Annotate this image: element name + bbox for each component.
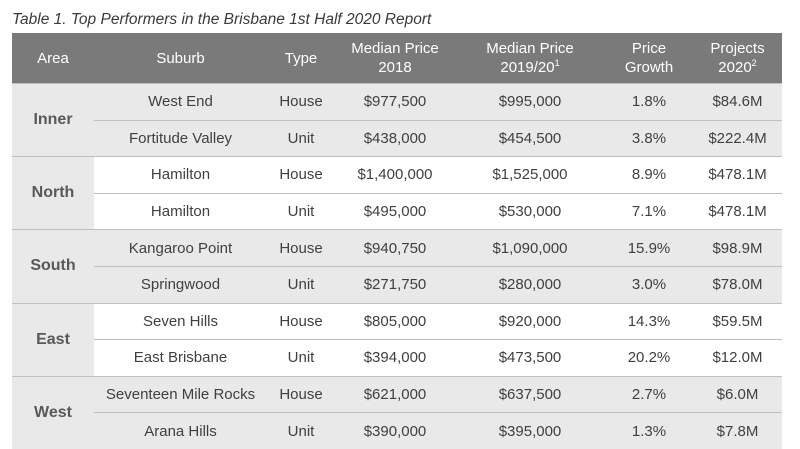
table-row: East Brisbane Unit $394,000 $473,500 20.2% $1… bbox=[12, 339, 782, 377]
header-projects-2020: Projects 20202 bbox=[693, 33, 782, 84]
header-suburb: Suburb bbox=[94, 33, 267, 84]
header-growth-line1: Price bbox=[631, 40, 667, 57]
type-cell: House bbox=[267, 302, 335, 340]
growth-cell: 7.1% bbox=[605, 192, 693, 230]
projects-cell: $222.4M bbox=[693, 119, 782, 157]
table-row: Arana Hills Unit $390,000 $395,000 1.3% $7.8M bbox=[12, 412, 782, 449]
header-price-growth: Price Growth bbox=[605, 33, 693, 84]
top-performers-table: Area Suburb Type Median Price 2018 Media… bbox=[12, 33, 782, 449]
projects-cell: $6.0M bbox=[693, 375, 782, 413]
header-median-2018-line1: Median Price bbox=[351, 40, 439, 57]
median-2018-cell: $438,000 bbox=[335, 119, 455, 157]
median-2018-cell: $805,000 bbox=[335, 302, 455, 340]
table-row: West Seventeen Mile Rocks House $621,000 $63… bbox=[12, 375, 782, 449]
median-2019-cell: $530,000 bbox=[455, 192, 605, 230]
projects-cell: $84.6M bbox=[693, 83, 782, 121]
median-2019-cell: $1,525,000 bbox=[455, 156, 605, 194]
area-cell: North bbox=[12, 156, 94, 230]
suburb-cell: Kangaroo Point bbox=[94, 229, 267, 267]
median-2019-cell: $473,500 bbox=[455, 339, 605, 377]
projects-cell: $478.1M bbox=[693, 192, 782, 230]
table-row: South Kangaroo Point House $940,750 $1,090,0… bbox=[12, 229, 782, 304]
median-2018-cell: $271,750 bbox=[335, 265, 455, 304]
table-row: Fortitude Valley Unit $438,000 $454,500 3.8%… bbox=[12, 119, 782, 157]
table-header: Area Suburb Type Median Price 2018 Media… bbox=[12, 33, 782, 84]
table-row: East Seven Hills House $805,000 $920,000 14.3… bbox=[12, 302, 782, 377]
table-body: Inner West End House $977,500 $995,000 1.8% $8… bbox=[12, 82, 782, 449]
table-row: Inner West End House $977,500 $995,000 1.8% $8… bbox=[12, 82, 782, 157]
header-median-2018-line2: 2018 bbox=[378, 59, 412, 76]
projects-cell: $12.0M bbox=[693, 339, 782, 377]
growth-cell: 2.7% bbox=[605, 375, 693, 413]
median-2019-cell: $920,000 bbox=[455, 302, 605, 340]
suburb-cell: Hamilton bbox=[94, 156, 267, 194]
median-2018-cell: $394,000 bbox=[335, 339, 455, 377]
header-growth-line2: Growth bbox=[624, 59, 674, 76]
growth-cell: 1.3% bbox=[605, 412, 693, 449]
suburb-cell: Arana Hills bbox=[94, 412, 267, 449]
suburb-cell: Fortitude Valley bbox=[94, 119, 267, 157]
table-row: North Hamilton House $1,400,000 $1,525,000 8.… bbox=[12, 156, 782, 230]
type-cell: Unit bbox=[267, 412, 335, 449]
type-cell: House bbox=[267, 229, 335, 267]
median-2018-cell: $940,750 bbox=[335, 229, 455, 267]
median-2019-cell: $995,000 bbox=[455, 83, 605, 121]
median-2018-cell: $390,000 bbox=[335, 412, 455, 449]
header-median-2018: Median Price 2018 bbox=[335, 33, 455, 84]
projects-cell: $78.0M bbox=[693, 265, 782, 304]
area-cell: East bbox=[12, 302, 94, 377]
suburb-cell: Seven Hills bbox=[94, 302, 267, 340]
median-2018-cell: $977,500 bbox=[335, 83, 455, 121]
header-area: Area bbox=[12, 33, 94, 84]
growth-cell: 8.9% bbox=[605, 156, 693, 194]
median-2019-cell: $280,000 bbox=[455, 265, 605, 304]
table-row: Hamilton Unit $495,000 $530,000 7.1% $478.1M bbox=[12, 192, 782, 230]
growth-cell: 14.3% bbox=[605, 302, 693, 340]
projects-cell: $98.9M bbox=[693, 229, 782, 267]
header-median-2019-line2: 2019/20 bbox=[500, 59, 555, 76]
median-2019-cell: $395,000 bbox=[455, 412, 605, 449]
median-2018-cell: $495,000 bbox=[335, 192, 455, 230]
area-cell: Inner bbox=[12, 82, 94, 157]
area-cell: West bbox=[12, 375, 94, 449]
median-2018-cell: $1,400,000 bbox=[335, 156, 455, 194]
suburb-cell: Seventeen Mile Rocks bbox=[94, 375, 267, 413]
suburb-cell: Hamilton bbox=[94, 192, 267, 230]
type-cell: Unit bbox=[267, 265, 335, 304]
header-row: Area Suburb Type Median Price 2018 Media… bbox=[12, 33, 782, 84]
header-median-2019: Median Price 2019/201 bbox=[455, 33, 605, 84]
median-2019-cell: $1,090,000 bbox=[455, 229, 605, 267]
growth-cell: 1.8% bbox=[605, 83, 693, 121]
growth-cell: 3.8% bbox=[605, 119, 693, 157]
type-cell: House bbox=[267, 156, 335, 194]
header-projects-line2: 2020 bbox=[718, 59, 752, 76]
type-cell: Unit bbox=[267, 192, 335, 230]
suburb-cell: East Brisbane bbox=[94, 339, 267, 377]
growth-cell: 15.9% bbox=[605, 229, 693, 267]
type-cell: Unit bbox=[267, 119, 335, 157]
projects-cell: $59.5M bbox=[693, 302, 782, 340]
projects-cell: $7.8M bbox=[693, 412, 782, 449]
footnote-marker-1: 1 bbox=[554, 58, 560, 68]
median-2019-cell: $637,500 bbox=[455, 375, 605, 413]
footnote-marker-2: 2 bbox=[751, 58, 757, 68]
projects-cell: $478.1M bbox=[693, 156, 782, 194]
header-median-2019-line1: Median Price bbox=[486, 40, 574, 57]
type-cell: House bbox=[267, 375, 335, 413]
table-row: Springwood Unit $271,750 $280,000 3.0% $78.0M bbox=[12, 265, 782, 304]
area-cell: South bbox=[12, 229, 94, 304]
header-type: Type bbox=[267, 33, 335, 84]
median-2018-cell: $621,000 bbox=[335, 375, 455, 413]
type-cell: Unit bbox=[267, 339, 335, 377]
growth-cell: 3.0% bbox=[605, 265, 693, 304]
median-2019-cell: $454,500 bbox=[455, 119, 605, 157]
suburb-cell: Springwood bbox=[94, 265, 267, 304]
suburb-cell: West End bbox=[94, 83, 267, 121]
table-caption: Table 1. Top Performers in the Brisbane … bbox=[12, 11, 432, 28]
header-projects-line1: Projects bbox=[710, 40, 765, 57]
type-cell: House bbox=[267, 83, 335, 121]
growth-cell: 20.2% bbox=[605, 339, 693, 377]
